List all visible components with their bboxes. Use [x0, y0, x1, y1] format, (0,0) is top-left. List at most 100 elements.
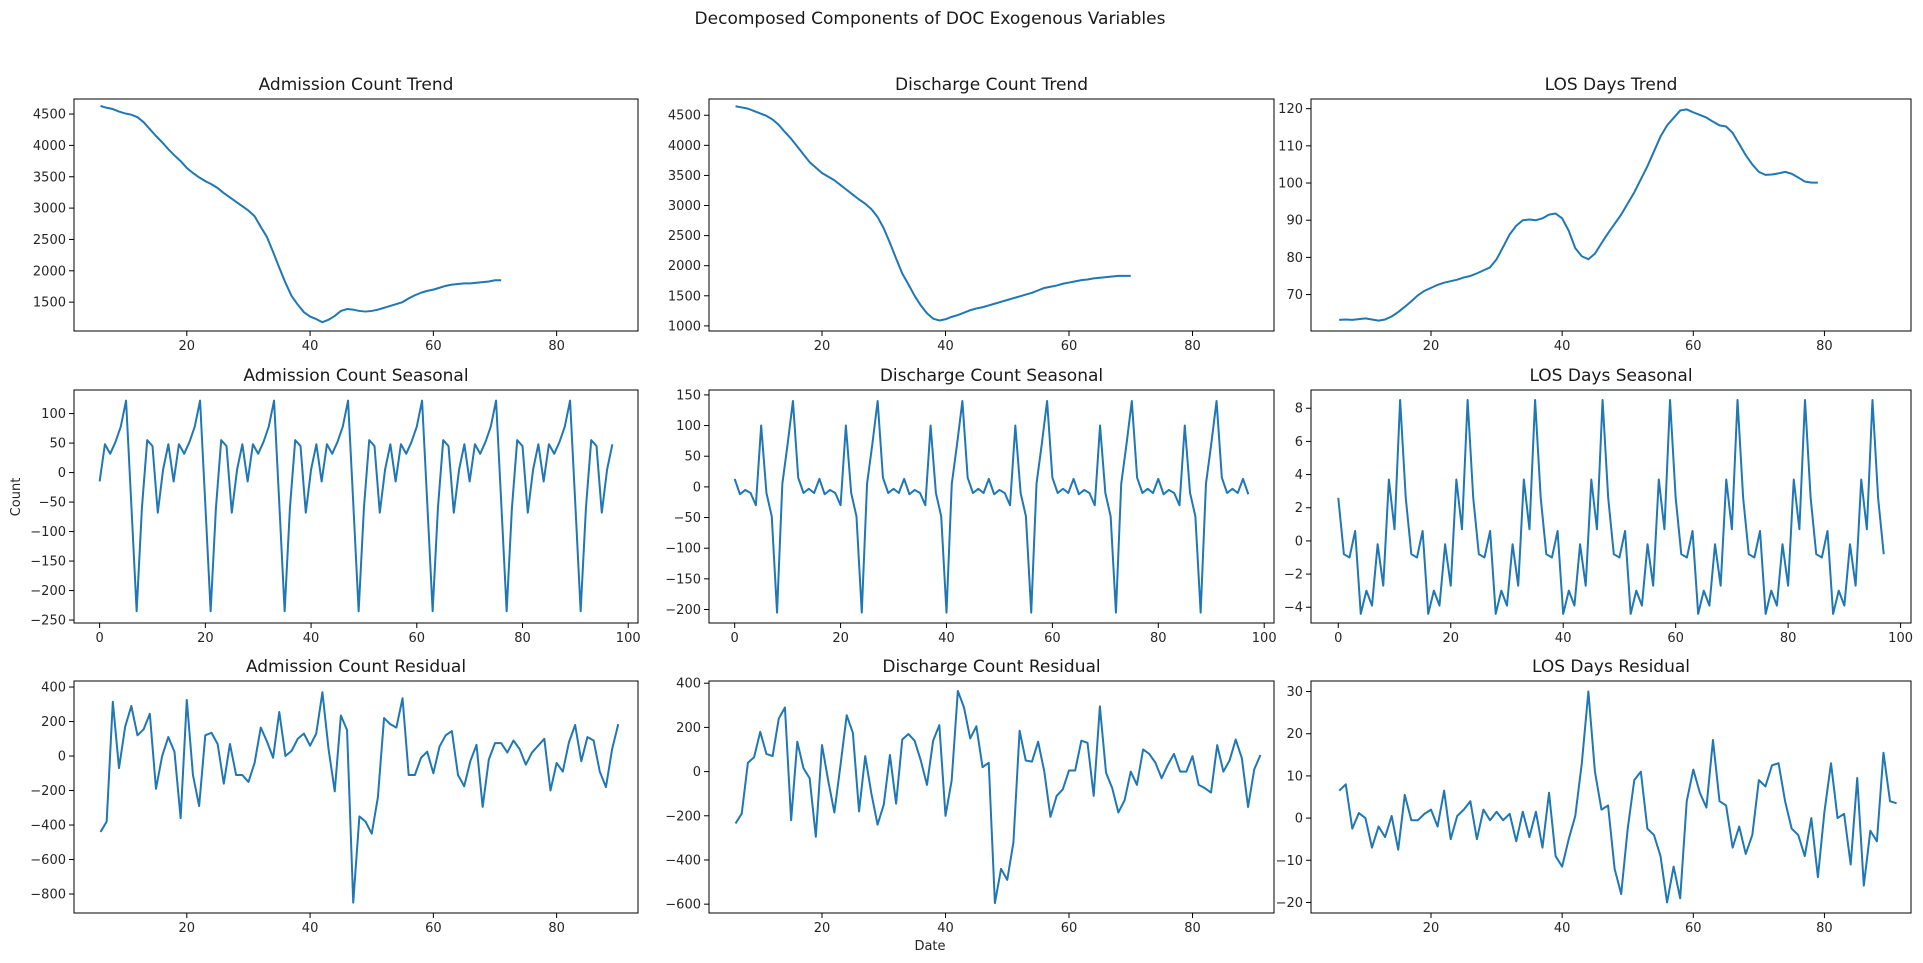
y-tick-label: 0 [693, 765, 701, 780]
series-line [99, 691, 620, 904]
subplot-9: LOS Days Residual 20 40 60 80 −20 −10 0 10 20 30 [1276, 657, 1912, 936]
y-tick-label: 200 [676, 721, 701, 736]
y-tick-label: 4000 [668, 139, 701, 154]
subplot-4: Admission Count Seasonal 0 20 40 60 80 100 −250… [30, 366, 640, 646]
y-tick-label: −600 [30, 853, 66, 868]
x-tick-label: 40 [1554, 921, 1571, 936]
y-tick-label: 100 [1278, 177, 1303, 192]
subplot-title: Admission Count Seasonal [243, 366, 468, 386]
x-tick-label: 60 [1061, 921, 1078, 936]
series-line [100, 104, 502, 324]
y-tick-label: 3500 [668, 169, 701, 184]
x-tick-label: 60 [1685, 339, 1702, 354]
figure-title: Decomposed Components of DOC Exogenous V… [695, 9, 1166, 29]
y-tick-label: 50 [684, 450, 701, 465]
series-line [733, 400, 1250, 614]
x-tick-label: 20 [1423, 339, 1440, 354]
y-tick-label: 110 [1278, 139, 1303, 154]
x-tick-label: 40 [302, 921, 319, 936]
y-tick-label: 0 [58, 466, 66, 481]
x-tick-label: 60 [1044, 631, 1061, 646]
y-tick-label: 100 [676, 419, 701, 434]
subplot-title: Discharge Count Residual [882, 657, 1100, 677]
x-tick-label: 20 [1423, 921, 1440, 936]
subplot-8: Discharge Count Residual 20 40 60 80 −600 −400… [665, 657, 1275, 936]
subplot-3: LOS Days Trend 20 40 60 80 70 80 90 100 110 120 [1278, 75, 1912, 354]
series-line [1337, 398, 1885, 615]
x-tick-label: 0 [731, 631, 739, 646]
y-tick-label: −200 [665, 603, 701, 618]
y-tick-label: 6 [1295, 435, 1303, 450]
axes-frame [73, 389, 639, 624]
series-line [98, 399, 614, 613]
y-tick-label: 3000 [668, 199, 701, 214]
x-tick-label: 80 [1816, 339, 1833, 354]
x-tick-label: 40 [302, 339, 319, 354]
y-tick-label: −150 [30, 555, 66, 570]
y-tick-label: −100 [665, 542, 701, 557]
x-tick-label: 20 [197, 631, 214, 646]
subplot-title: Admission Count Trend [259, 75, 454, 95]
series-line [734, 689, 1262, 905]
y-tick-label: 70 [1286, 288, 1303, 303]
y-tick-label: 8 [1295, 402, 1303, 417]
y-tick-label: −200 [30, 584, 66, 599]
y-tick-label: 90 [1286, 214, 1303, 229]
y-tick-label: 3500 [33, 170, 66, 185]
y-tick-label: 120 [1278, 102, 1303, 117]
y-tick-label: 0 [1295, 812, 1303, 827]
axes-frame [73, 98, 639, 332]
y-tick-label: 50 [49, 437, 66, 452]
x-tick-label: 80 [1150, 631, 1167, 646]
x-tick-label: 80 [514, 631, 531, 646]
y-tick-label: 0 [58, 750, 66, 765]
y-tick-label: −2 [1284, 568, 1303, 583]
x-tick-label: 40 [937, 339, 954, 354]
y-tick-label: 2500 [668, 229, 701, 244]
y-tick-label: −50 [39, 496, 66, 511]
subplot-title: LOS Days Residual [1532, 657, 1690, 677]
y-tick-label: 4000 [33, 139, 66, 154]
y-tick-label: 2000 [33, 264, 66, 279]
x-tick-label: 60 [1061, 339, 1078, 354]
y-tick-label: 4 [1295, 468, 1303, 483]
figure-ylabel: Count [9, 478, 24, 517]
x-tick-label: 40 [1554, 339, 1571, 354]
y-tick-label: 400 [676, 677, 701, 692]
x-tick-label: 40 [1555, 631, 1572, 646]
y-tick-label: −50 [674, 511, 701, 526]
subplot-title: LOS Days Trend [1545, 75, 1678, 95]
x-tick-label: 40 [937, 921, 954, 936]
y-tick-label: −250 [30, 614, 66, 629]
x-tick-label: 100 [1888, 631, 1913, 646]
axes-frame [708, 98, 1275, 332]
subplot-5: Discharge Count Seasonal 0 20 40 60 80 100 −200… [665, 366, 1276, 646]
y-tick-label: −200 [665, 809, 701, 824]
x-tick-label: 100 [616, 631, 641, 646]
x-tick-label: 60 [425, 921, 442, 936]
y-tick-label: 0 [1295, 534, 1303, 549]
y-tick-label: 200 [41, 715, 66, 730]
y-tick-label: 1500 [33, 296, 66, 311]
y-tick-label: −100 [30, 525, 66, 540]
y-tick-label: −20 [1276, 896, 1303, 911]
x-tick-label: 20 [179, 339, 196, 354]
subplot-title: Discharge Count Seasonal [880, 366, 1103, 386]
subplot-6: LOS Days Seasonal 0 20 40 60 80 100 −4 −2 0 2 4 6 8 [1284, 366, 1913, 646]
series-line [1338, 690, 1897, 904]
y-tick-label: 4500 [668, 109, 701, 124]
y-tick-label: 3000 [33, 202, 66, 217]
x-tick-label: 40 [303, 631, 320, 646]
x-tick-label: 80 [1184, 339, 1201, 354]
axes-frame [1310, 389, 1912, 624]
y-tick-label: 1500 [668, 289, 701, 304]
y-tick-label: −400 [30, 819, 66, 834]
y-tick-label: 1000 [668, 319, 701, 334]
x-tick-label: 60 [409, 631, 426, 646]
y-tick-label: −200 [30, 784, 66, 799]
y-tick-label: 2 [1295, 501, 1303, 516]
y-tick-label: 30 [1286, 685, 1303, 700]
series-line [1339, 108, 1818, 322]
